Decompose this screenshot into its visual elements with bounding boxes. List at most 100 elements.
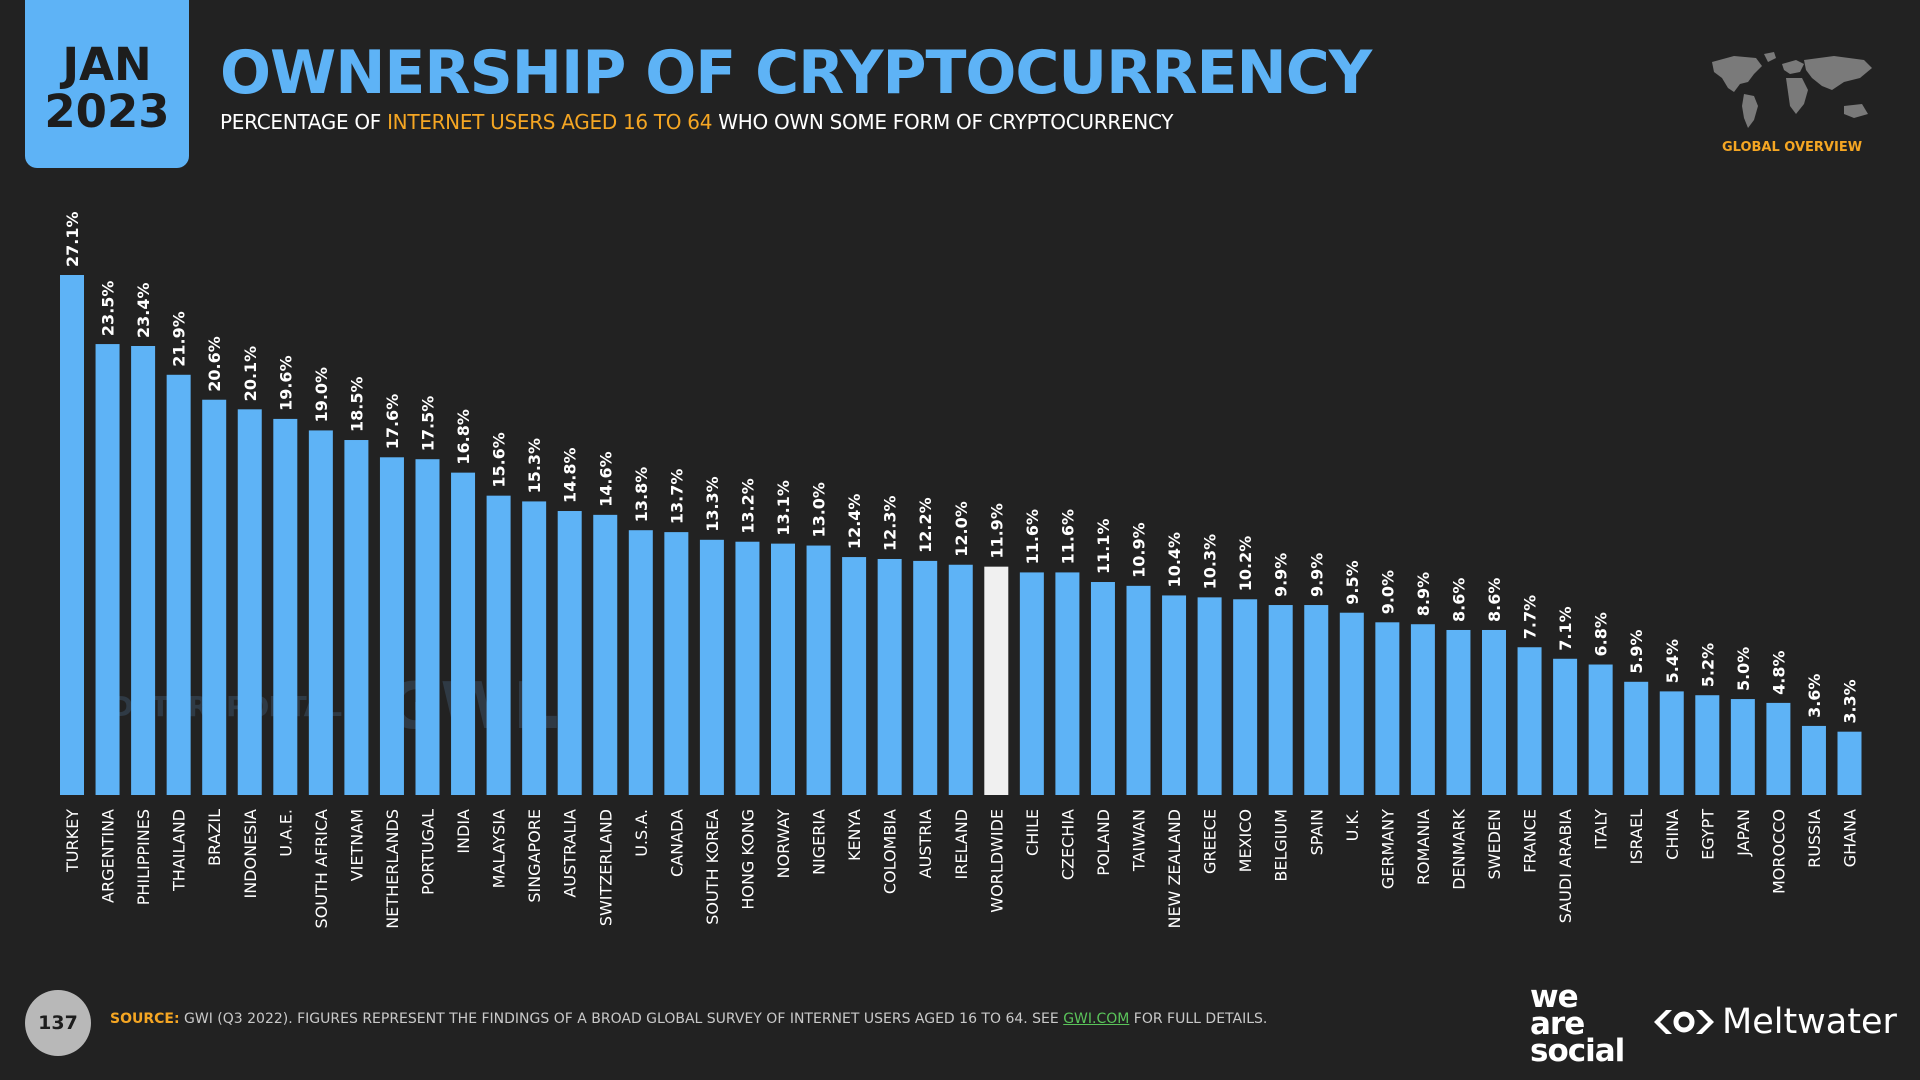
source-note: SOURCE: GWI (Q3 2022). FIGURES REPRESENT… [110, 1011, 1267, 1027]
value-label: 10.2% [1236, 536, 1255, 592]
bar-indonesia [237, 409, 262, 795]
bar-mexico [1233, 599, 1258, 795]
source-after: FOR FULL DETAILS. [1129, 1011, 1268, 1027]
source-text: GWI (Q3 2022). FIGURES REPRESENT THE FIN… [179, 1011, 1064, 1027]
badge-year: 2023 [44, 85, 170, 138]
page-subtitle: PERCENTAGE OF INTERNET USERS AGED 16 TO … [220, 110, 1173, 134]
bar-hong-kong [735, 541, 760, 795]
value-label: 18.5% [347, 377, 366, 433]
category-label: COLOMBIA [881, 809, 900, 894]
category-label: PORTUGAL [419, 809, 438, 895]
category-label: NIGERIA [810, 809, 829, 875]
bar-turkey [60, 275, 84, 795]
bar-ireland [948, 564, 973, 795]
category-label: ROMANIA [1414, 809, 1433, 885]
value-label: 8.9% [1414, 572, 1433, 616]
value-label: 13.3% [703, 476, 722, 532]
category-label: VIETNAM [347, 809, 366, 881]
bar-singapore [522, 501, 547, 795]
value-label: 23.5% [99, 281, 118, 337]
bar-sweden [1482, 629, 1506, 795]
category-label: MEXICO [1236, 809, 1255, 872]
value-label: 13.2% [738, 478, 757, 534]
subtitle-highlight: INTERNET USERS AGED 16 TO 64 [387, 110, 713, 134]
category-label: SPAIN [1307, 809, 1326, 855]
value-label: 7.7% [1521, 595, 1540, 639]
brand-we: we [1530, 979, 1579, 1015]
bar-u-a-e [273, 418, 298, 795]
category-label: AUSTRALIA [561, 809, 580, 898]
category-label: SWEDEN [1485, 809, 1504, 879]
category-label: ISRAEL [1627, 809, 1646, 864]
bar-colombia [877, 558, 902, 795]
category-label: BELGIUM [1272, 809, 1291, 882]
value-label: 21.9% [170, 311, 189, 367]
category-label: KENYA [845, 809, 864, 861]
value-label: 13.8% [632, 467, 651, 523]
meltwater-logo: Meltwater [1652, 1002, 1897, 1042]
value-label: 17.5% [419, 396, 438, 452]
value-label: 14.8% [561, 447, 580, 503]
value-label: 13.7% [667, 469, 686, 525]
bar-u-s-a [628, 530, 653, 795]
bar-new-zealand [1162, 595, 1187, 795]
bar-kenya [842, 557, 867, 795]
category-label: WORLDWIDE [987, 809, 1006, 913]
category-label: SAUDI ARABIA [1556, 809, 1575, 923]
subtitle-after: WHO OWN SOME FORM OF CRYPTOCURRENCY [712, 110, 1174, 134]
value-label: 9.5% [1343, 560, 1362, 604]
value-label: 9.9% [1307, 553, 1326, 597]
category-label: IRELAND [952, 809, 971, 879]
category-label: AUSTRIA [916, 809, 935, 878]
category-label: TURKEY [63, 809, 82, 873]
bar-portugal [415, 459, 440, 795]
value-label: 5.9% [1627, 629, 1646, 673]
category-label: GERMANY [1378, 809, 1397, 889]
value-label: 3.3% [1841, 679, 1860, 723]
bar-norway [771, 543, 795, 795]
value-label: 4.8% [1769, 651, 1788, 695]
value-label: 19.0% [312, 367, 331, 423]
category-label: CHILE [1023, 809, 1042, 856]
category-label: NORWAY [774, 809, 793, 879]
value-label: 10.3% [1201, 534, 1220, 590]
category-label: SWITZERLAND [596, 809, 615, 926]
page-number: 137 [25, 990, 91, 1056]
bar-morocco [1766, 702, 1791, 795]
we-are-social-logo: we are social [1530, 979, 1625, 1067]
bar-ghana [1837, 731, 1862, 795]
bar-worldwide [984, 566, 1009, 795]
category-label: ARGENTINA [99, 809, 118, 903]
category-label: CZECHIA [1058, 809, 1077, 880]
value-label: 8.6% [1485, 578, 1504, 622]
category-label: ITALY [1592, 809, 1611, 850]
source-link[interactable]: GWI.COM [1063, 1011, 1130, 1027]
category-label: TAIWAN [1130, 809, 1149, 872]
section-label: GLOBAL OVERVIEW [1721, 140, 1863, 155]
bar-thailand [166, 374, 191, 795]
category-label: GHANA [1841, 809, 1860, 867]
bar-philippines [131, 345, 156, 795]
value-label: 10.9% [1130, 522, 1149, 578]
category-label: CANADA [667, 809, 686, 877]
bar-saudi-arabia [1553, 658, 1578, 795]
bar-poland [1090, 582, 1115, 795]
category-label: SOUTH AFRICA [312, 809, 331, 929]
bar-vietnam [344, 440, 369, 795]
value-label: 27.1% [63, 211, 82, 267]
bar-switzerland [593, 514, 618, 795]
value-label: 23.4% [134, 282, 153, 338]
bar-romania [1410, 624, 1435, 795]
value-label: 11.9% [987, 503, 1006, 559]
category-label: FRANCE [1521, 809, 1540, 873]
bar-egypt [1695, 695, 1720, 795]
bar-denmark [1446, 629, 1471, 795]
date-badge: JAN 2023 [25, 0, 189, 168]
value-label: 12.3% [881, 495, 900, 551]
value-label: 6.8% [1592, 612, 1611, 656]
value-label: 7.1% [1556, 606, 1575, 650]
meltwater-mark-icon [1654, 1010, 1714, 1034]
bar-greece [1197, 597, 1222, 795]
bar-germany [1375, 622, 1400, 795]
category-label: INDIA [454, 809, 473, 854]
